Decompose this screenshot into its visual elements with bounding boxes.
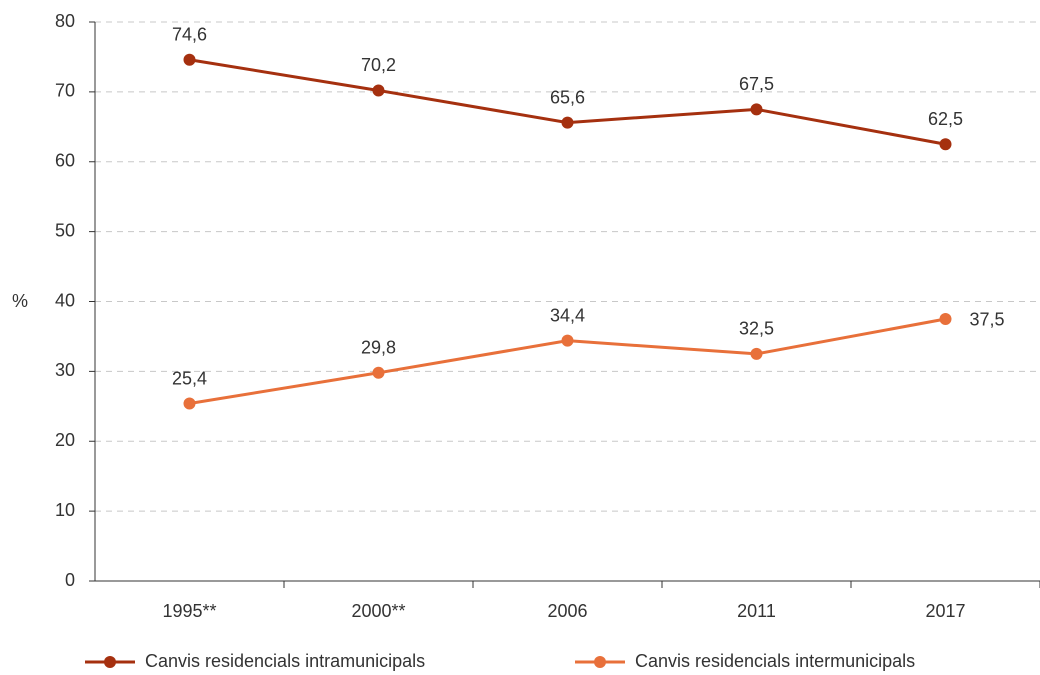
data-point bbox=[939, 138, 952, 151]
y-tick-label: 0 bbox=[65, 570, 75, 590]
data-point bbox=[372, 366, 385, 379]
x-tick-label: 1995** bbox=[162, 601, 216, 621]
y-tick-label: 20 bbox=[55, 430, 75, 450]
x-tick-label: 2017 bbox=[925, 601, 965, 621]
y-tick-label: 70 bbox=[55, 81, 75, 101]
legend-label: Canvis residencials intermunicipals bbox=[635, 651, 915, 671]
x-tick-label: 2011 bbox=[737, 601, 776, 621]
data-point bbox=[372, 84, 385, 97]
y-tick-label: 60 bbox=[55, 151, 75, 171]
y-tick-label: 80 bbox=[55, 11, 75, 31]
data-point bbox=[750, 347, 763, 360]
y-tick-label: 30 bbox=[55, 360, 75, 380]
y-tick-label: 50 bbox=[55, 220, 75, 240]
legend-label: Canvis residencials intramunicipals bbox=[145, 651, 425, 671]
data-point bbox=[561, 334, 574, 347]
series-line bbox=[189, 317, 946, 405]
data-label: 37,5 bbox=[970, 310, 1005, 330]
x-tick-label: 2006 bbox=[547, 601, 587, 621]
legend-marker bbox=[594, 656, 606, 668]
y-axis-label: % bbox=[12, 291, 28, 311]
data-label: 32,5 bbox=[739, 319, 774, 339]
legend-marker bbox=[104, 656, 116, 668]
y-tick-label: 10 bbox=[55, 500, 75, 520]
y-tick-label: 40 bbox=[55, 290, 75, 310]
data-point bbox=[183, 53, 196, 66]
data-label: 34,4 bbox=[550, 305, 585, 325]
data-label: 70,2 bbox=[361, 55, 396, 75]
x-tick-label: 2000** bbox=[351, 601, 405, 621]
data-point bbox=[561, 116, 574, 129]
data-point bbox=[183, 397, 196, 410]
data-point bbox=[939, 312, 952, 325]
data-label: 67,5 bbox=[739, 74, 774, 94]
data-label: 29,8 bbox=[361, 338, 396, 358]
data-point bbox=[750, 103, 763, 116]
data-label: 62,5 bbox=[928, 109, 963, 129]
data-label: 25,4 bbox=[172, 368, 207, 388]
data-label: 65,6 bbox=[550, 87, 585, 107]
data-label: 74,6 bbox=[172, 24, 207, 44]
